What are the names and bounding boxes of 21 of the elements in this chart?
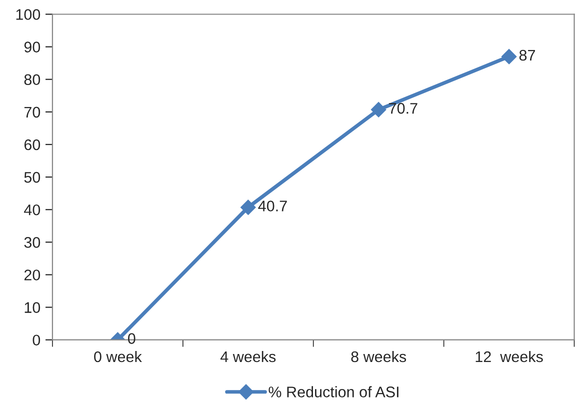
- legend-label: % Reduction of ASI: [268, 386, 398, 398]
- data-label: 40.7: [258, 200, 287, 212]
- x-tick-label: 12 weeks: [476, 350, 543, 362]
- y-tick-label: 70: [24, 106, 40, 118]
- y-tick-label: 0: [32, 334, 40, 346]
- y-tick-label: 10: [24, 302, 40, 313]
- point: [371, 102, 386, 118]
- point: [501, 49, 517, 64]
- data-label: 70.7: [389, 102, 418, 114]
- x-tick-label: 4 weeks: [220, 350, 276, 362]
- y-tick-label: 50: [24, 172, 40, 183]
- y-tick-label: 30: [24, 237, 40, 248]
- x-tick-label: 0 week: [94, 350, 142, 362]
- y-tick-label: 60: [24, 139, 40, 150]
- y-tick-label: 100: [16, 9, 40, 20]
- y-tick-label: 40: [24, 204, 40, 216]
- y-tick-label: 80: [24, 74, 40, 86]
- data-label: 87: [519, 50, 535, 61]
- x-tick-label: 8 weeks: [351, 350, 406, 362]
- y-tick-label: 20: [24, 270, 40, 280]
- y-tick-label: 90: [24, 42, 40, 52]
